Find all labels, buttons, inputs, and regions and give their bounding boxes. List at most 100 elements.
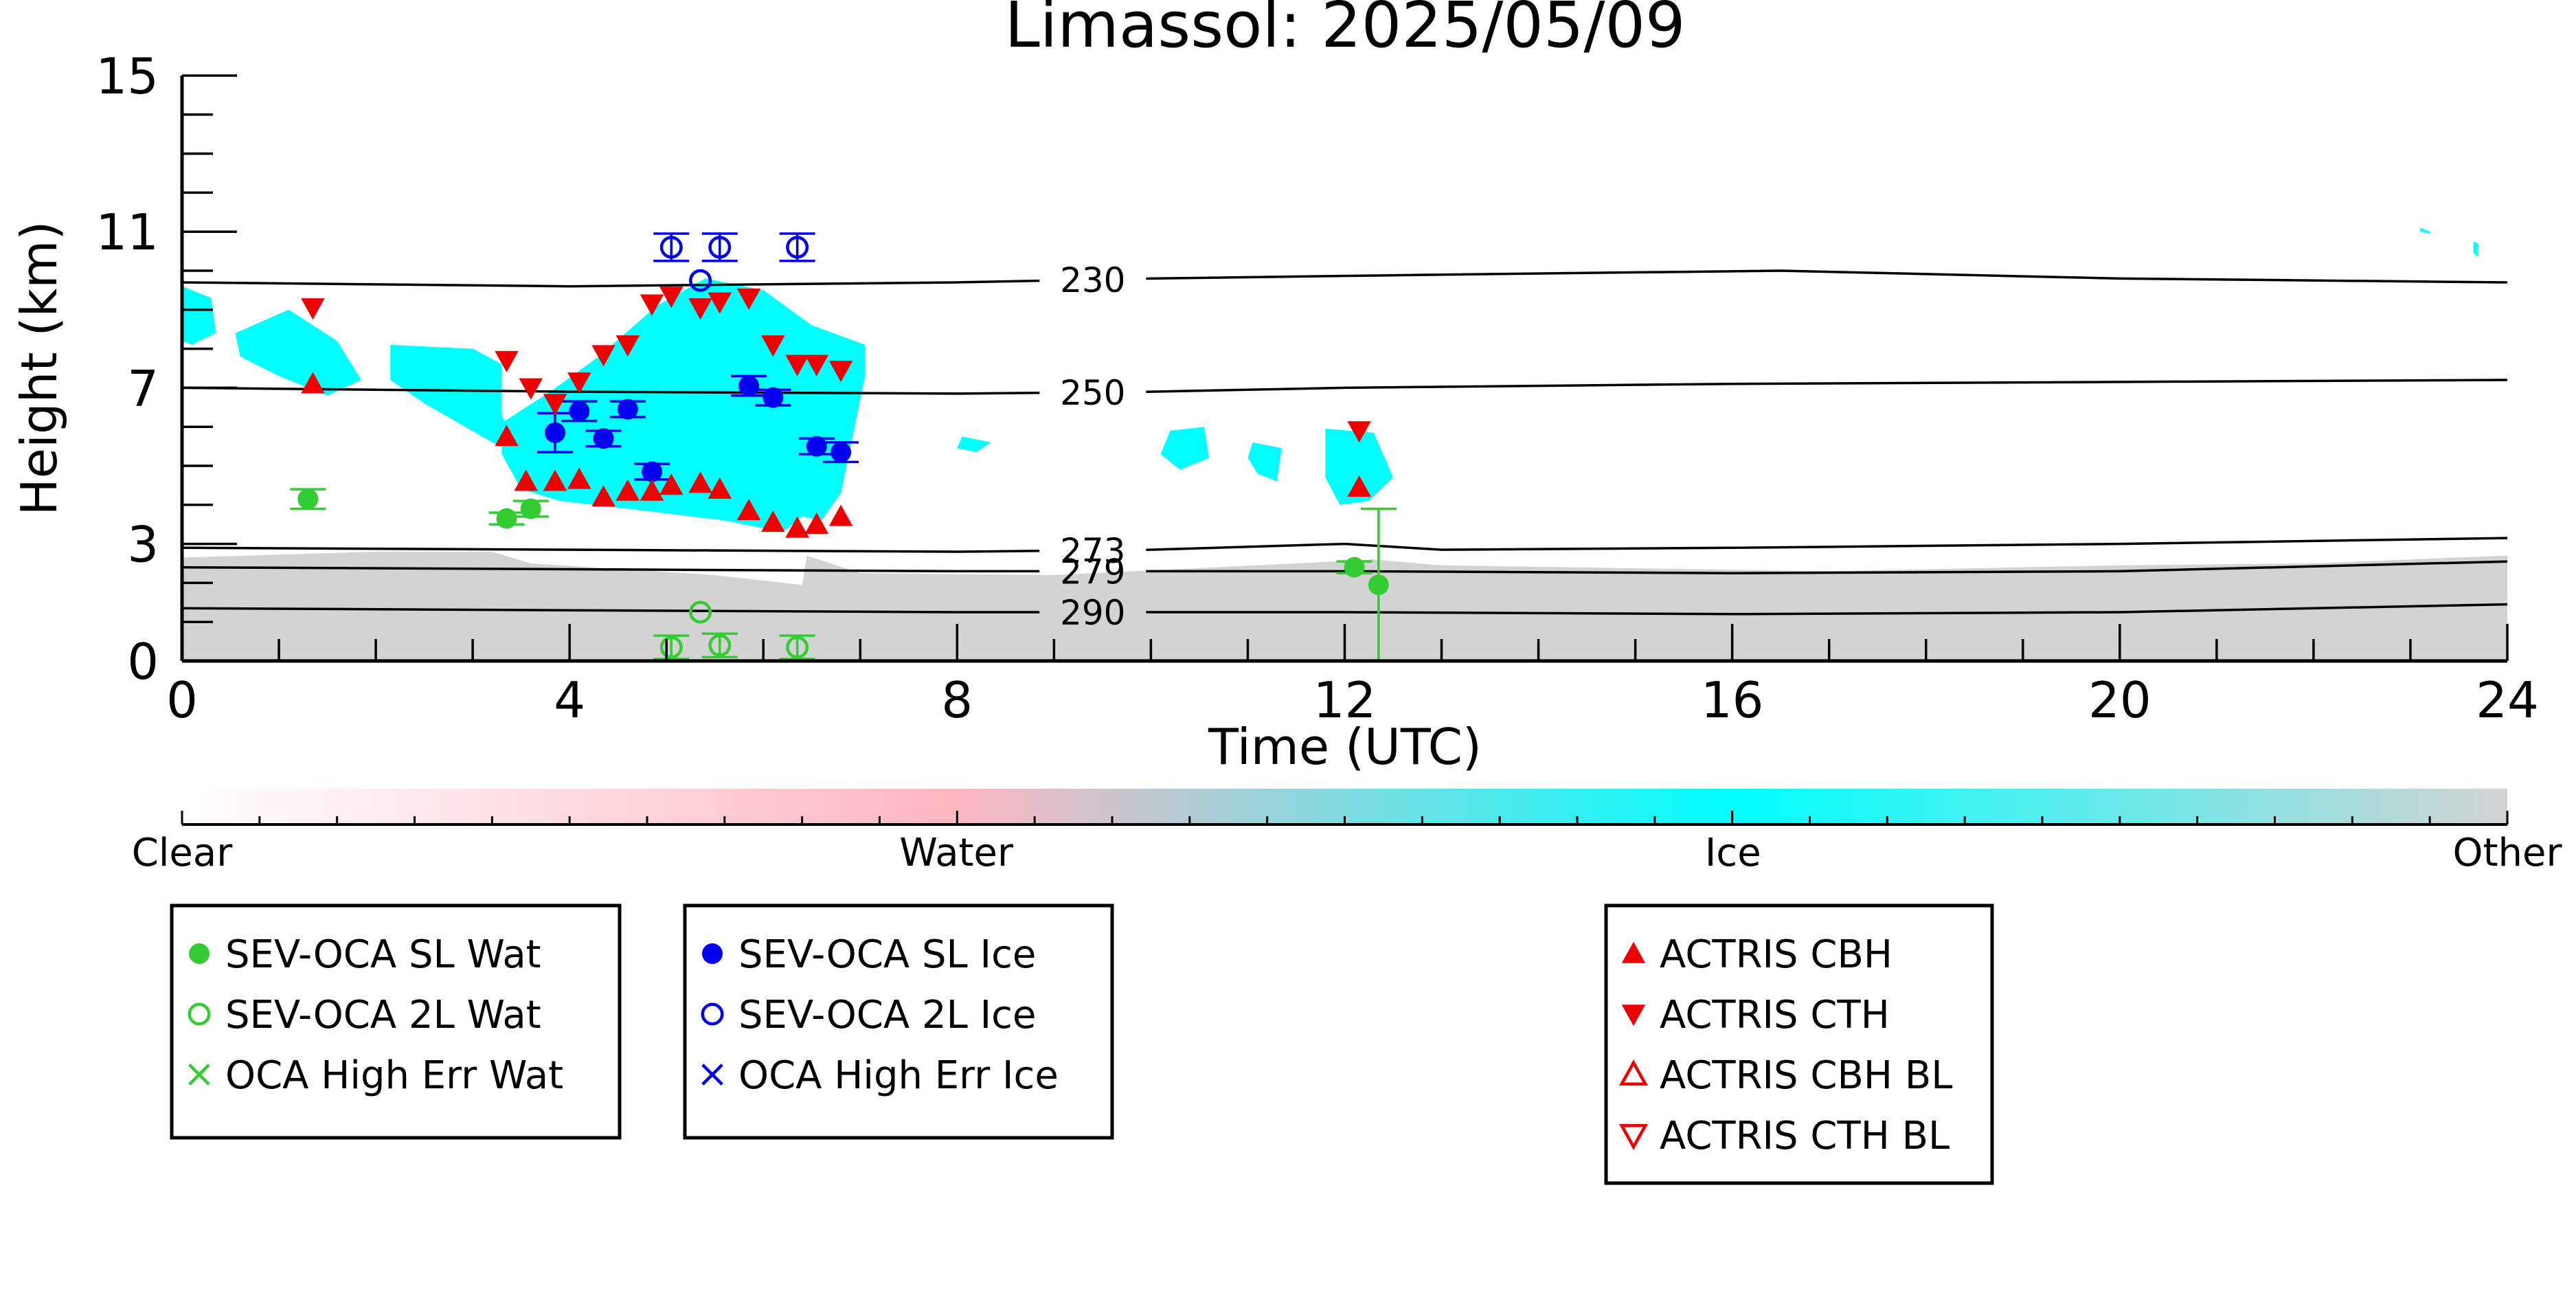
legend-label: SEV-OCA SL Ice	[738, 932, 1036, 977]
marker-actris-cth	[736, 288, 761, 311]
marker-actris-cbh	[761, 510, 785, 532]
legend-label: ACTRIS CTH	[1660, 993, 1890, 1037]
marker-sev-oca-sl-ice	[569, 401, 590, 422]
isotherm-250-line	[1146, 379, 2507, 393]
x-tick-label: 8	[941, 671, 973, 729]
marker-sev-oca-2l-ice	[659, 236, 683, 259]
legend-marker	[1621, 1004, 1646, 1026]
isotherm-label: 230	[1060, 260, 1125, 300]
isotherm-250-line	[182, 386, 1040, 395]
marker-sev-oca-sl-ice	[617, 398, 638, 420]
cloud-region-ice-8	[2420, 227, 2430, 234]
isotherm-230-line	[182, 279, 1040, 288]
marker-sev-oca-sl-wat	[297, 489, 319, 510]
marker-actris-cbh	[708, 477, 732, 499]
marker-actris-cth	[804, 355, 829, 377]
marker-actris-cbh	[659, 473, 683, 495]
colorbar-label: Ice	[1705, 831, 1761, 875]
marker-actris-cth	[688, 298, 712, 320]
legend-ice: SEV-OCA SL Ice SEV-OCA 2L Ice OCA High Err…	[683, 903, 1114, 1140]
legend-label: ACTRIS CTH BL	[1660, 1114, 1950, 1158]
cloud-region-ice-1	[235, 309, 361, 396]
isotherm-273-line	[182, 546, 1040, 553]
marker-sev-oca-sl-ice	[831, 442, 852, 463]
isotherm-273-line	[1146, 537, 2507, 551]
isotherm-230-line	[1146, 269, 2507, 284]
legend-label: OCA High Err Wat	[225, 1053, 563, 1098]
isotherm-label: 250	[1060, 373, 1125, 413]
marker-actris-cbh	[543, 469, 567, 491]
marker-sev-oca-sl-ice	[593, 428, 614, 449]
legend-label: ACTRIS CBH BL	[1660, 1053, 1952, 1098]
marker-actris-cth	[640, 294, 664, 316]
marker-actris-cbh	[591, 485, 615, 507]
marker-actris-cbh	[785, 516, 809, 538]
y-axis-label: Height (km)	[10, 221, 68, 516]
legend-label: SEV-OCA 2L Wat	[225, 993, 541, 1037]
chart-title: Limassol: 2025/05/09	[1004, 0, 1685, 62]
cloud-region-ice-2	[390, 344, 521, 454]
marker-actris-cbh	[615, 479, 640, 501]
marker-actris-cth	[615, 335, 640, 357]
marker-sev-oca-2l-ice	[786, 236, 809, 259]
legend-label: ACTRIS CBH	[1660, 932, 1893, 977]
legend-frame	[683, 903, 1114, 1140]
marker-actris-cbh	[495, 425, 519, 447]
y-tick-label: 0	[127, 633, 159, 691]
x-tick-label: 20	[2088, 671, 2151, 729]
y-tick-label: 7	[127, 359, 159, 417]
legend-label: SEV-OCA 2L Ice	[738, 993, 1036, 1037]
marker-actris-cbh	[736, 499, 761, 521]
legend-actris: ACTRIS CBH ACTRIS CTH ACTRIS CBH BL ACTRIS …	[1604, 903, 1994, 1185]
cloud-region-ice-4	[957, 436, 991, 453]
y-tick-label: 11	[95, 203, 159, 261]
cloud-region-ice-6	[1247, 442, 1282, 482]
x-tick-label: 24	[2476, 671, 2539, 729]
legend-marker	[701, 1064, 723, 1086]
colorbar-label: Other	[2452, 831, 2562, 875]
marker-actris-cbh	[640, 479, 664, 501]
marker-sev-oca-2l-wat	[786, 636, 809, 659]
marker-actris-cth	[1347, 421, 1371, 443]
cloud-region-ice-9	[2473, 241, 2478, 258]
x-tick-label: 4	[554, 671, 585, 729]
marker-sev-oca-2l-wat	[689, 600, 712, 624]
cloud-region-ice-0	[182, 286, 216, 345]
marker-actris-cth	[785, 355, 809, 377]
x-tick-label: 0	[166, 671, 198, 729]
isotherm-label: 279	[1060, 552, 1125, 592]
legend-marker	[188, 1002, 211, 1026]
marker-sev-oca-sl-wat	[520, 498, 541, 519]
legend-water: SEV-OCA SL Wat SEV-OCA 2L Wat OCA High Err…	[170, 903, 622, 1140]
x-axis-label: Time (UTC)	[1208, 718, 1482, 776]
marker-actris-cbh	[567, 467, 591, 489]
legend-marker	[189, 943, 210, 964]
isotherm-lines	[182, 269, 2507, 616]
cloud-region-ice-7	[1325, 429, 1393, 505]
legend-frame	[170, 903, 622, 1140]
x-tick-label: 12	[1313, 671, 1377, 729]
marker-actris-cbh	[301, 372, 325, 394]
y-tick-label: 15	[95, 47, 159, 105]
legend-marker	[1618, 1123, 1649, 1150]
cloud-classification-layer	[182, 227, 2507, 661]
legend-frame	[1604, 903, 1994, 1185]
marker-actris-cbh	[804, 512, 829, 534]
marker-sev-oca-sl-ice	[545, 422, 566, 443]
isotherm-label: 290	[1060, 593, 1125, 633]
marker-actris-cth	[708, 292, 732, 314]
colorbar: Clear Water Ice Other	[132, 789, 2562, 875]
marker-sev-oca-sl-wat	[1368, 574, 1389, 596]
legend-marker	[701, 1002, 724, 1026]
marker-actris-cth	[659, 287, 683, 308]
marker-sev-oca-sl-ice	[762, 387, 784, 408]
marker-sev-oca-sl-ice	[642, 461, 663, 482]
marker-actris-cth	[567, 372, 591, 394]
marker-sev-oca-2l-wat	[708, 633, 732, 657]
marker-sev-oca-sl-wat	[1344, 557, 1365, 578]
legends: SEV-OCA SL Wat SEV-OCA 2L Wat OCA High Err…	[170, 903, 1994, 1185]
marker-actris-cth	[591, 345, 615, 367]
